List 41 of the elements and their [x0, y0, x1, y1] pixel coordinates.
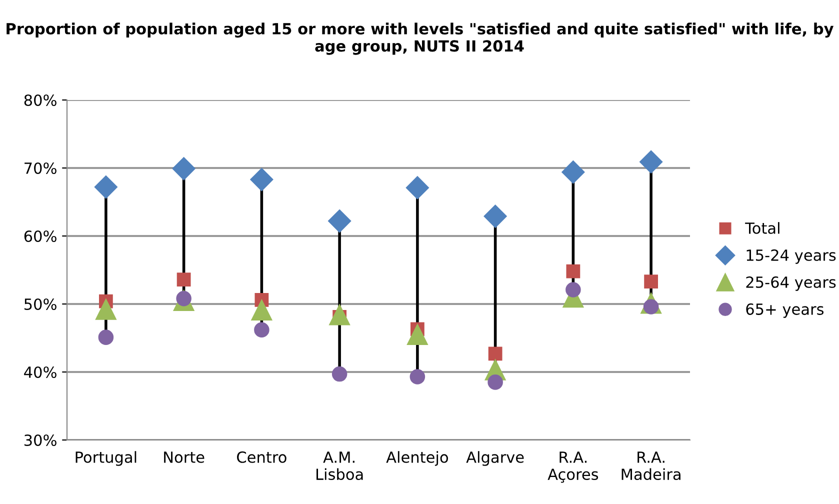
point — [251, 300, 272, 321]
y-tick-label: 60% — [24, 230, 56, 242]
point — [566, 264, 580, 278]
point — [250, 168, 274, 192]
point — [640, 150, 663, 174]
x-tick-label: Norte — [164, 452, 204, 463]
x-tick-label: Alentejo — [386, 451, 448, 466]
point — [484, 204, 507, 228]
x-tick-label: Algarve — [466, 451, 524, 466]
point — [328, 210, 352, 233]
legend-label: 15-24 years — [746, 249, 836, 264]
legend-label: 65+ years — [746, 303, 824, 318]
point — [410, 369, 426, 384]
point — [96, 299, 116, 320]
point — [566, 282, 581, 298]
y-tick-label: 50% — [24, 298, 56, 310]
point — [172, 157, 196, 180]
point — [407, 324, 428, 346]
point — [644, 274, 658, 289]
y-tick-label: 80% — [24, 94, 56, 106]
point — [94, 176, 118, 199]
point — [562, 160, 585, 184]
point — [329, 304, 350, 326]
point — [176, 272, 191, 286]
chart-title: Proportion of population aged 15 or more with levels "satisfied and quite satisfied" with life, by age group, NUTS II 2014 — [6, 22, 834, 55]
point — [406, 176, 429, 200]
point — [332, 366, 348, 382]
y-tick-label: 30% — [24, 434, 56, 446]
y-tick-label: 70% — [24, 162, 56, 174]
x-tick-label: R.A. Madeira — [622, 452, 680, 480]
x-tick-label: Centro — [237, 451, 286, 463]
x-tick-label: Portugal — [76, 451, 136, 466]
legend-label: Total — [745, 222, 780, 234]
y-tick-label: 40% — [24, 366, 56, 378]
point — [254, 322, 270, 338]
legend-label: 25-64 years — [746, 276, 836, 291]
point — [488, 374, 503, 390]
x-tick-label: R.A. Açores — [548, 452, 598, 483]
point — [488, 346, 502, 361]
x-tick-label: A.M. Lisboa — [316, 452, 363, 480]
point — [98, 330, 114, 345]
